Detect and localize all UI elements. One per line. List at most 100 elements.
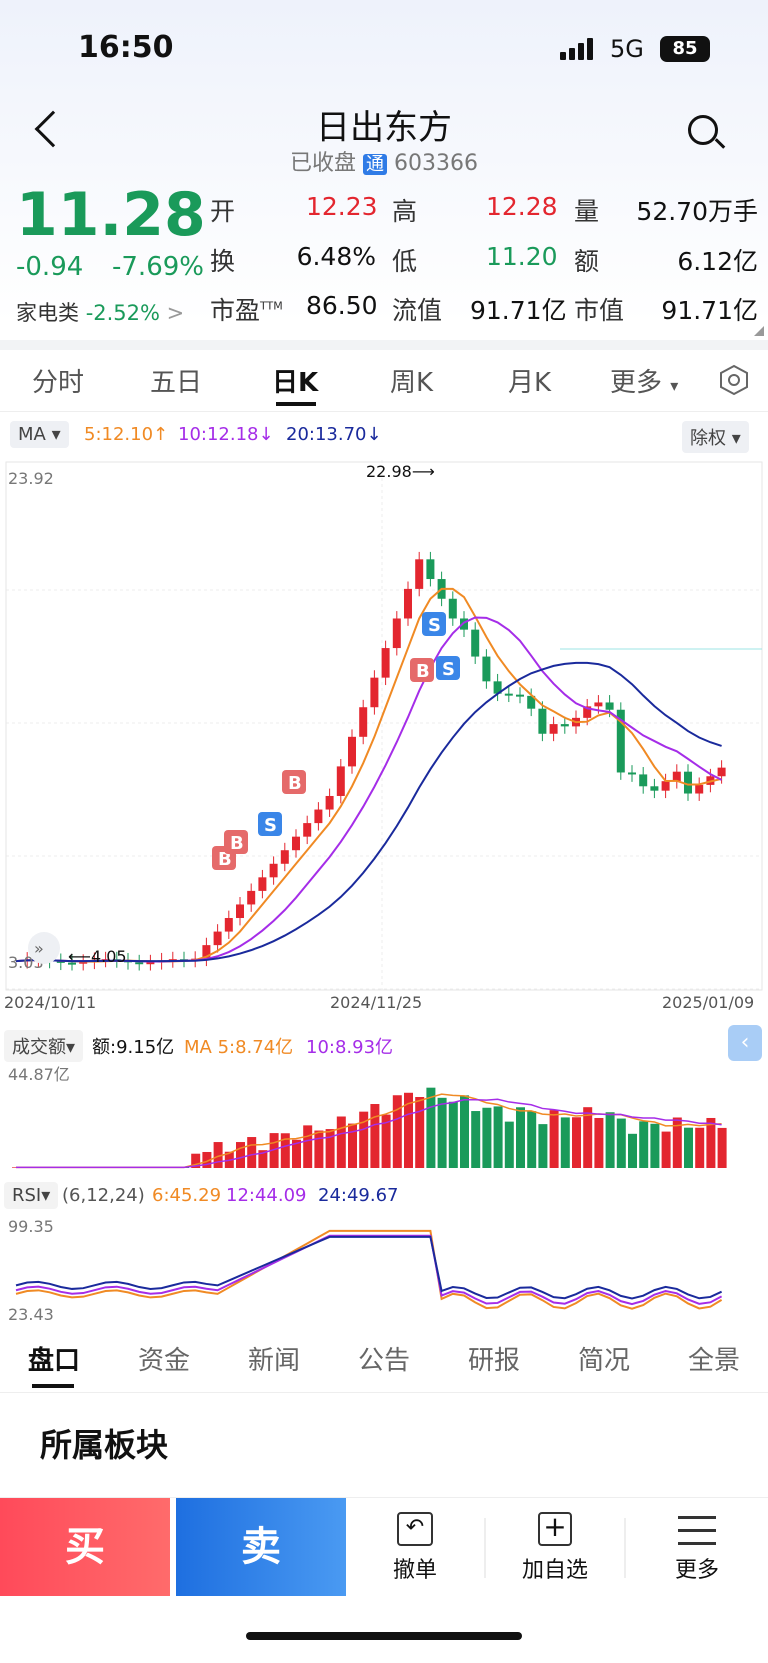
- candle: [717, 767, 726, 777]
- rsi-min-label: 23.43: [8, 1305, 54, 1324]
- sector-link[interactable]: 家电类 -2.52% >: [16, 297, 184, 327]
- undo-icon: ↶: [397, 1512, 433, 1546]
- ma5-text: 5:12.10: [84, 424, 154, 445]
- candle: [135, 962, 144, 965]
- volume-bar: [661, 1131, 671, 1168]
- candle: [560, 724, 569, 727]
- trade-markers: B B S B B S S: [212, 612, 460, 870]
- tab-orderbook[interactable]: 盘口: [28, 1346, 81, 1376]
- tab-panorama[interactable]: 全景: [688, 1346, 741, 1376]
- stat-label-pe: 市盈TTM: [210, 291, 283, 327]
- volume-ma5: MA 5:8.74亿: [184, 1037, 294, 1058]
- candle: [269, 863, 278, 878]
- candle: [292, 836, 300, 851]
- collapse-panel-button[interactable]: ‹: [728, 1025, 762, 1061]
- volume-bar: [460, 1095, 469, 1168]
- rsi-selector[interactable]: RSI▾: [4, 1182, 59, 1209]
- buy-marker-label: B: [416, 661, 430, 682]
- volume-bar: [258, 1150, 268, 1168]
- candle: [527, 695, 536, 709]
- volume-bar: [482, 1107, 492, 1168]
- ma-selector[interactable]: MA ▾: [10, 421, 69, 448]
- cancel-order-button[interactable]: ↶ 撤单: [370, 1512, 460, 1592]
- divider: [0, 340, 768, 350]
- battery-level: 85: [672, 38, 698, 59]
- tab-funds[interactable]: 资金: [138, 1346, 191, 1376]
- volume-bar: [336, 1116, 346, 1168]
- buy-button[interactable]: 买: [0, 1498, 170, 1596]
- volume-bar: [359, 1111, 369, 1168]
- more-button[interactable]: 更多: [652, 1512, 742, 1592]
- sector-name: 家电类: [16, 301, 79, 325]
- add-watchlist-button[interactable]: + 加自选: [510, 1512, 600, 1592]
- tab-news[interactable]: 新闻: [248, 1346, 301, 1376]
- divider: [484, 1518, 486, 1578]
- network-label: 5G: [610, 35, 644, 63]
- candle: [348, 736, 356, 767]
- settings-hexagon-icon[interactable]: [718, 364, 750, 396]
- buy-marker: [224, 830, 248, 854]
- candle: [650, 786, 659, 791]
- candle: [68, 962, 76, 965]
- candle: [448, 598, 457, 619]
- volume-bar: [280, 1133, 290, 1168]
- tab-more[interactable]: 更多 ▾: [610, 362, 678, 399]
- search-icon[interactable]: [688, 115, 726, 149]
- cancel-order-label: 撤单: [392, 1558, 437, 1583]
- adjust-selector[interactable]: 除权 ▾: [682, 421, 749, 453]
- stat-open: 12.23: [306, 192, 378, 221]
- volume-bar: [672, 1117, 682, 1168]
- sell-marker: [436, 656, 460, 680]
- status-time: 16:50: [78, 30, 174, 65]
- price-change-pct: -7.69%: [112, 252, 204, 282]
- candle: [549, 724, 558, 734]
- tab-monthly-k[interactable]: 月K: [508, 368, 552, 398]
- candle: [583, 706, 592, 718]
- volume-bar: [516, 1107, 525, 1168]
- market-state: 已收盘: [290, 151, 357, 176]
- sell-marker-label: S: [264, 815, 277, 836]
- candle: [79, 961, 88, 964]
- volume-ma10-line: [16, 1098, 722, 1169]
- candle: [460, 618, 468, 630]
- candle: [359, 707, 368, 737]
- tab-profile[interactable]: 简况: [578, 1346, 631, 1376]
- tab-daily-k[interactable]: 日K: [272, 368, 319, 398]
- volume-bar: [572, 1117, 581, 1168]
- sell-marker-label: S: [428, 615, 441, 636]
- tab-five-day[interactable]: 五日: [150, 368, 203, 398]
- tab-announcements[interactable]: 公告: [358, 1346, 411, 1376]
- menu-icon: [678, 1512, 716, 1546]
- candle: [415, 559, 424, 589]
- max-price-mark: 22.98⟶: [366, 462, 435, 481]
- expand-corner-icon[interactable]: [754, 326, 764, 336]
- candle: [146, 962, 155, 965]
- tab-research[interactable]: 研报: [468, 1346, 521, 1376]
- candle: [236, 904, 244, 919]
- volume-bar: [549, 1110, 559, 1168]
- rsi6-line: [15, 1229, 723, 1310]
- volume-bar: [247, 1137, 257, 1168]
- volume-bar: [370, 1104, 380, 1168]
- candle: [213, 931, 222, 946]
- rsi24-value: 24:49.67: [318, 1185, 399, 1206]
- stat-label-turnover: 换: [210, 247, 236, 276]
- tab-weekly-k[interactable]: 周K: [390, 368, 434, 398]
- sell-marker: [422, 612, 446, 636]
- tab-intraday[interactable]: 分时: [32, 368, 85, 398]
- volume-bar: [236, 1142, 245, 1168]
- candle: [538, 708, 547, 734]
- candle: [493, 681, 502, 694]
- volume-indicator-selector[interactable]: 成交额▾: [4, 1030, 84, 1062]
- kline-chart[interactable]: B B S B B S S 23.92 3.03 22.98⟶ ⟵4.05 » …: [0, 460, 768, 1020]
- sell-button[interactable]: 卖: [176, 1498, 346, 1596]
- date-end: 2025/01/09: [662, 993, 754, 1012]
- signal-icon: [560, 38, 596, 60]
- candle: [280, 850, 289, 864]
- candle: [504, 693, 513, 696]
- rsi6-value: 6:45.29: [152, 1185, 222, 1206]
- battery-icon: 85: [660, 36, 710, 62]
- candle: [370, 677, 379, 708]
- expand-left-glyph: »: [34, 939, 44, 958]
- candle: [684, 771, 692, 794]
